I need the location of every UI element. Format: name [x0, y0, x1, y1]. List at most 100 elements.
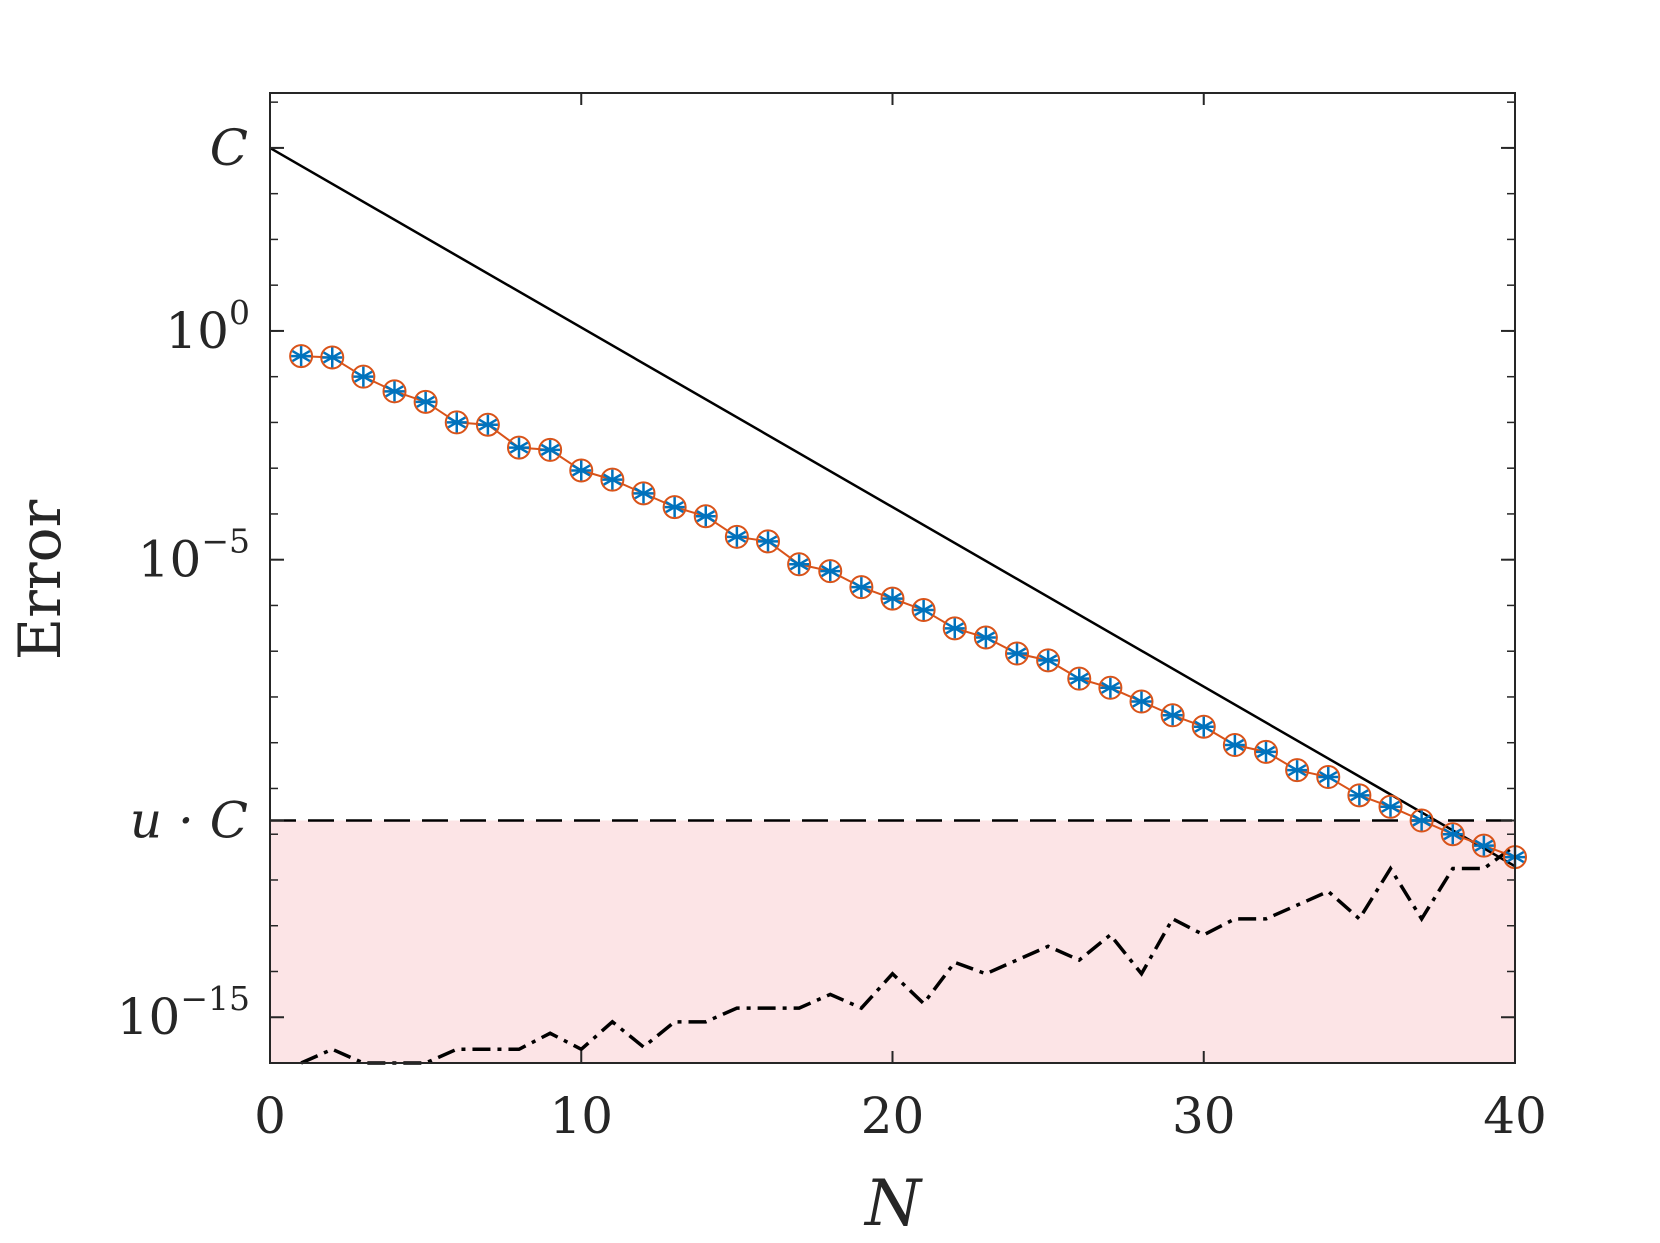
circle-marker	[1347, 783, 1372, 808]
circle-marker	[351, 364, 376, 389]
asterisk-marker	[1131, 691, 1152, 712]
circle-marker	[942, 616, 967, 641]
circle-marker	[600, 467, 625, 492]
asterisk-marker	[415, 391, 436, 412]
circle-marker	[662, 495, 687, 520]
asterisk-marker	[913, 600, 934, 621]
asterisk-marker	[353, 366, 374, 387]
circle-marker	[911, 598, 936, 623]
circle-marker	[1471, 833, 1496, 858]
asterisk-marker	[758, 531, 778, 552]
bound-line	[269, 146, 1516, 868]
series-group	[289, 344, 1527, 1065]
circle-marker	[1409, 808, 1434, 833]
asterisk-marker	[1256, 741, 1276, 762]
circle-marker	[538, 437, 563, 462]
asterisk-marker	[446, 412, 467, 433]
asterisk-marker	[1287, 760, 1308, 781]
circle-marker	[1191, 714, 1216, 739]
asterisk-marker	[882, 588, 903, 609]
y-tick-label: 10−5	[138, 522, 250, 589]
y-tick-label: u · C	[130, 792, 248, 850]
asterisk-marker	[1069, 668, 1090, 689]
asterisk-marker	[291, 346, 312, 367]
circle-marker	[1067, 666, 1092, 691]
asterisk-marker	[322, 347, 343, 368]
x-tick-label: 30	[1172, 1087, 1236, 1145]
circle-marker	[1254, 739, 1278, 764]
circle-marker	[1160, 703, 1185, 728]
shaded-region-rect	[270, 820, 1515, 1063]
dash-dot-series-line	[300, 844, 1517, 1065]
circle-marker	[973, 625, 998, 650]
circle-marker	[631, 481, 656, 506]
circle-marker	[818, 559, 843, 584]
asterisk-marker	[1007, 643, 1027, 664]
asterisk-marker	[1349, 785, 1370, 806]
reference-lines	[269, 146, 1516, 868]
circle-marker	[693, 504, 718, 529]
asterisk-marker	[1442, 824, 1463, 845]
circle-marker	[475, 412, 500, 437]
asterisk-marker	[477, 414, 498, 435]
asterisk-marker	[1100, 677, 1121, 698]
circle-marker	[413, 389, 438, 414]
asterisk-marker	[1473, 835, 1494, 856]
circle-marker	[1098, 675, 1123, 700]
circle-marker	[849, 575, 874, 600]
circle-series-line	[301, 355, 1516, 859]
asterisk-marker	[820, 561, 841, 582]
circle-marker	[382, 379, 407, 404]
asterisk-marker	[975, 627, 996, 648]
x-ticks: 0 10 20 30 40	[254, 93, 1547, 1145]
x-axis-title: N	[863, 1167, 923, 1241]
circle-marker	[1285, 758, 1310, 783]
asterisk-marker	[1380, 796, 1401, 817]
circle-marker	[724, 524, 749, 549]
asterisk-marker	[789, 554, 810, 575]
asterisk-marker	[1224, 735, 1245, 756]
circle-marker	[756, 529, 780, 554]
asterisk-marker	[695, 506, 716, 527]
y-tick-label: 100	[165, 293, 250, 360]
circle-marker	[1005, 641, 1029, 666]
asterisk-marker	[509, 437, 529, 458]
x-tick-label: 10	[549, 1087, 613, 1145]
asterisk-marker	[1162, 705, 1183, 726]
asterisk-marker	[1038, 650, 1059, 671]
shaded-region	[270, 820, 1515, 1063]
y-tick-label: C	[210, 119, 248, 177]
circle-marker	[289, 344, 314, 369]
circle-marker	[569, 458, 594, 483]
asterisk-marker	[602, 469, 623, 490]
circle-marker	[1222, 733, 1247, 758]
asterisk-marker	[1411, 810, 1432, 831]
x-tick-label: 20	[861, 1087, 925, 1145]
circle-marker	[1440, 822, 1465, 847]
y-ticks: C 100 10−5 u · C 10−15	[117, 101, 1515, 1064]
asterisk-marker	[726, 526, 747, 547]
x-tick-label: 0	[254, 1087, 286, 1145]
circle-marker	[1378, 794, 1403, 819]
circle-marker	[1036, 648, 1061, 673]
circle-marker	[320, 345, 345, 370]
y-axis-title: Error	[6, 500, 74, 661]
asterisk-marker	[664, 497, 685, 518]
asterisk-marker	[540, 439, 561, 460]
circle-marker	[787, 552, 812, 577]
asterisk-marker	[944, 618, 965, 639]
circle-marker	[1316, 765, 1341, 790]
asterisk-marker	[1318, 767, 1339, 788]
asterisk-marker	[571, 460, 592, 481]
circle-marker	[444, 410, 469, 435]
asterisk-marker	[1193, 716, 1214, 737]
circle-marker	[880, 586, 905, 611]
asterisk-marker	[633, 483, 654, 504]
circle-marker	[1129, 689, 1154, 714]
x-tick-label: 40	[1483, 1087, 1547, 1145]
circle-marker	[507, 435, 531, 460]
asterisk-marker	[384, 381, 405, 402]
y-tick-label: 10−15	[117, 979, 250, 1046]
asterisk-marker	[851, 577, 872, 598]
